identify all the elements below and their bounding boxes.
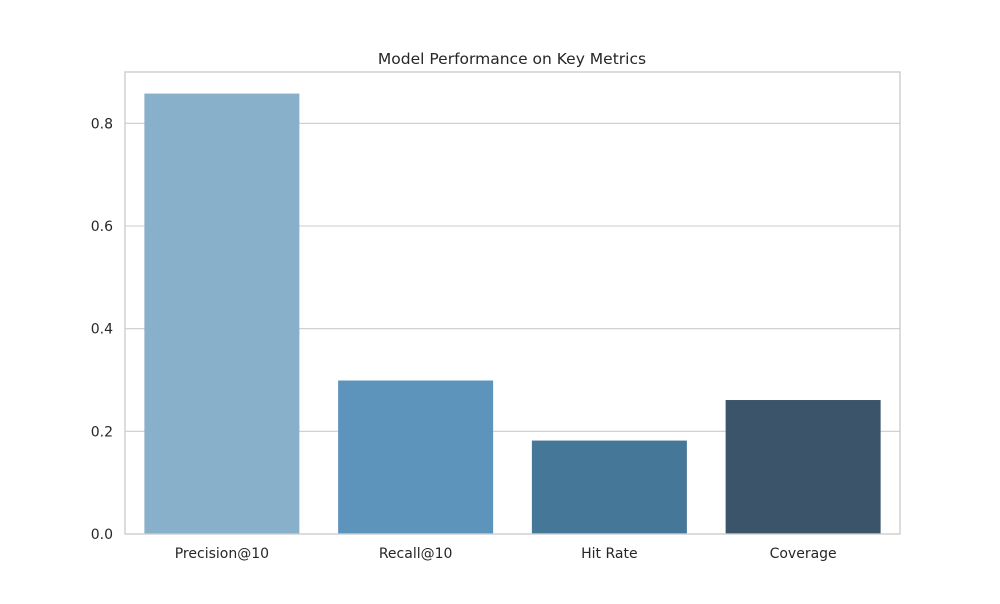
bars [144,93,881,534]
bar-precision-10 [144,93,300,534]
y-tick-label: 0.4 [91,322,113,338]
y-tick-label: 0.0 [91,527,113,543]
x-tick-label: Precision@10 [175,546,269,562]
y-tick-label: 0.6 [91,219,113,235]
x-tick-label: Recall@10 [379,546,453,562]
y-tick-label: 0.2 [91,424,113,440]
plot-frame [124,71,901,535]
x-axis-ticks: Precision@10 Recall@10 Hit Rate Coverage [175,546,837,562]
chart-title: Model Performance on Key Metrics [378,50,646,68]
y-axis-ticks: 0.0 0.2 0.4 0.6 0.8 [91,116,113,543]
bar-coverage [725,400,881,534]
x-tick-label: Coverage [770,546,837,562]
x-tick-label: Hit Rate [581,546,637,562]
bar-hit-rate [531,440,687,534]
bar-recall-10 [338,380,494,534]
y-tick-label: 0.8 [91,116,113,132]
